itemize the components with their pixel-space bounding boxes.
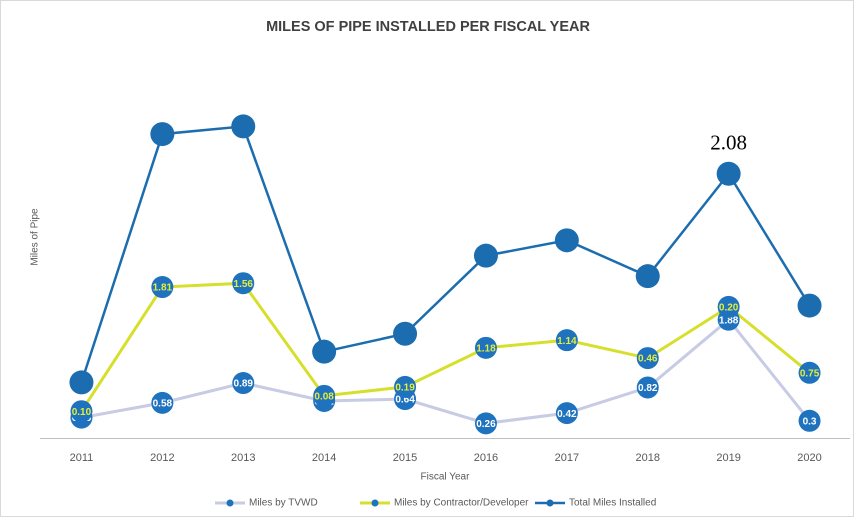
x-tick-label: 2020 <box>797 452 821 464</box>
data-point <box>555 402 578 425</box>
legend-label: Total Miles Installed <box>569 498 656 509</box>
data-point <box>232 272 255 295</box>
legend-label: Miles by Contractor/Developer <box>394 498 529 509</box>
data-label: 1.14 <box>557 336 577 347</box>
y-axis-label: Miles of Pipe <box>30 208 41 266</box>
data-point <box>474 336 497 359</box>
x-tick-label: 2012 <box>150 452 174 464</box>
data-point <box>231 114 256 139</box>
data-point <box>798 409 821 432</box>
data-label: 0.82 <box>638 383 658 394</box>
x-tick-label: 2017 <box>555 452 579 464</box>
series-line <box>80 281 811 413</box>
data-label: 0.3 <box>803 416 817 427</box>
data-label: 0.75 <box>800 368 820 379</box>
x-tick-label: 2015 <box>393 452 417 464</box>
x-axis-label: Fiscal Year <box>421 472 471 483</box>
legend-marker <box>226 499 234 507</box>
data-label: 1.81 <box>153 283 173 294</box>
data-point <box>232 372 255 395</box>
data-label: 1.56 <box>234 279 254 290</box>
data-label: 0.64 <box>395 395 415 406</box>
data-point <box>70 400 93 423</box>
data-label: 0.46 <box>638 354 658 365</box>
data-point <box>636 347 659 370</box>
data-label: 1.88 <box>719 315 739 326</box>
data-label: 0.20 <box>719 303 739 314</box>
data-point <box>150 122 175 147</box>
chart-title: MILES OF PIPE INSTALLED PER FISCAL YEAR <box>266 19 590 35</box>
x-tick-label: 2011 <box>70 452 94 464</box>
data-point <box>797 293 822 318</box>
x-tick-label: 2018 <box>636 452 660 464</box>
legend-marker <box>546 499 554 507</box>
data-label: 0.10 <box>72 407 92 418</box>
data-label: 0.19 <box>395 383 415 394</box>
data-point <box>474 412 497 435</box>
series-line <box>81 317 811 425</box>
data-point <box>312 339 337 364</box>
data-point <box>635 264 660 289</box>
data-point <box>393 321 418 346</box>
series-line <box>80 125 811 383</box>
data-label: 2.08 <box>710 131 747 155</box>
x-tick-label: 2016 <box>474 452 498 464</box>
data-point <box>717 295 740 318</box>
data-point <box>636 376 659 399</box>
data-label: 0.26 <box>476 419 496 430</box>
data-point <box>151 391 174 414</box>
data-label: 0.89 <box>234 379 254 390</box>
data-point <box>716 161 741 186</box>
legend-marker <box>371 499 379 507</box>
data-label: 0.08 <box>314 391 334 402</box>
data-label: 0.58 <box>153 399 173 410</box>
data-point <box>69 370 94 395</box>
legend-label: Miles by TVWD <box>249 498 318 509</box>
data-point <box>554 228 579 253</box>
x-tick-label: 2014 <box>312 452 336 464</box>
data-point <box>798 361 821 384</box>
data-point <box>313 384 336 407</box>
data-point <box>151 276 174 299</box>
data-label: 0.42 <box>557 409 577 420</box>
data-point <box>394 375 417 398</box>
x-tick-label: 2013 <box>231 452 255 464</box>
data-point <box>473 243 498 268</box>
data-point <box>555 329 578 352</box>
x-tick-label: 2019 <box>716 452 740 464</box>
data-label: 1.18 <box>476 343 496 354</box>
